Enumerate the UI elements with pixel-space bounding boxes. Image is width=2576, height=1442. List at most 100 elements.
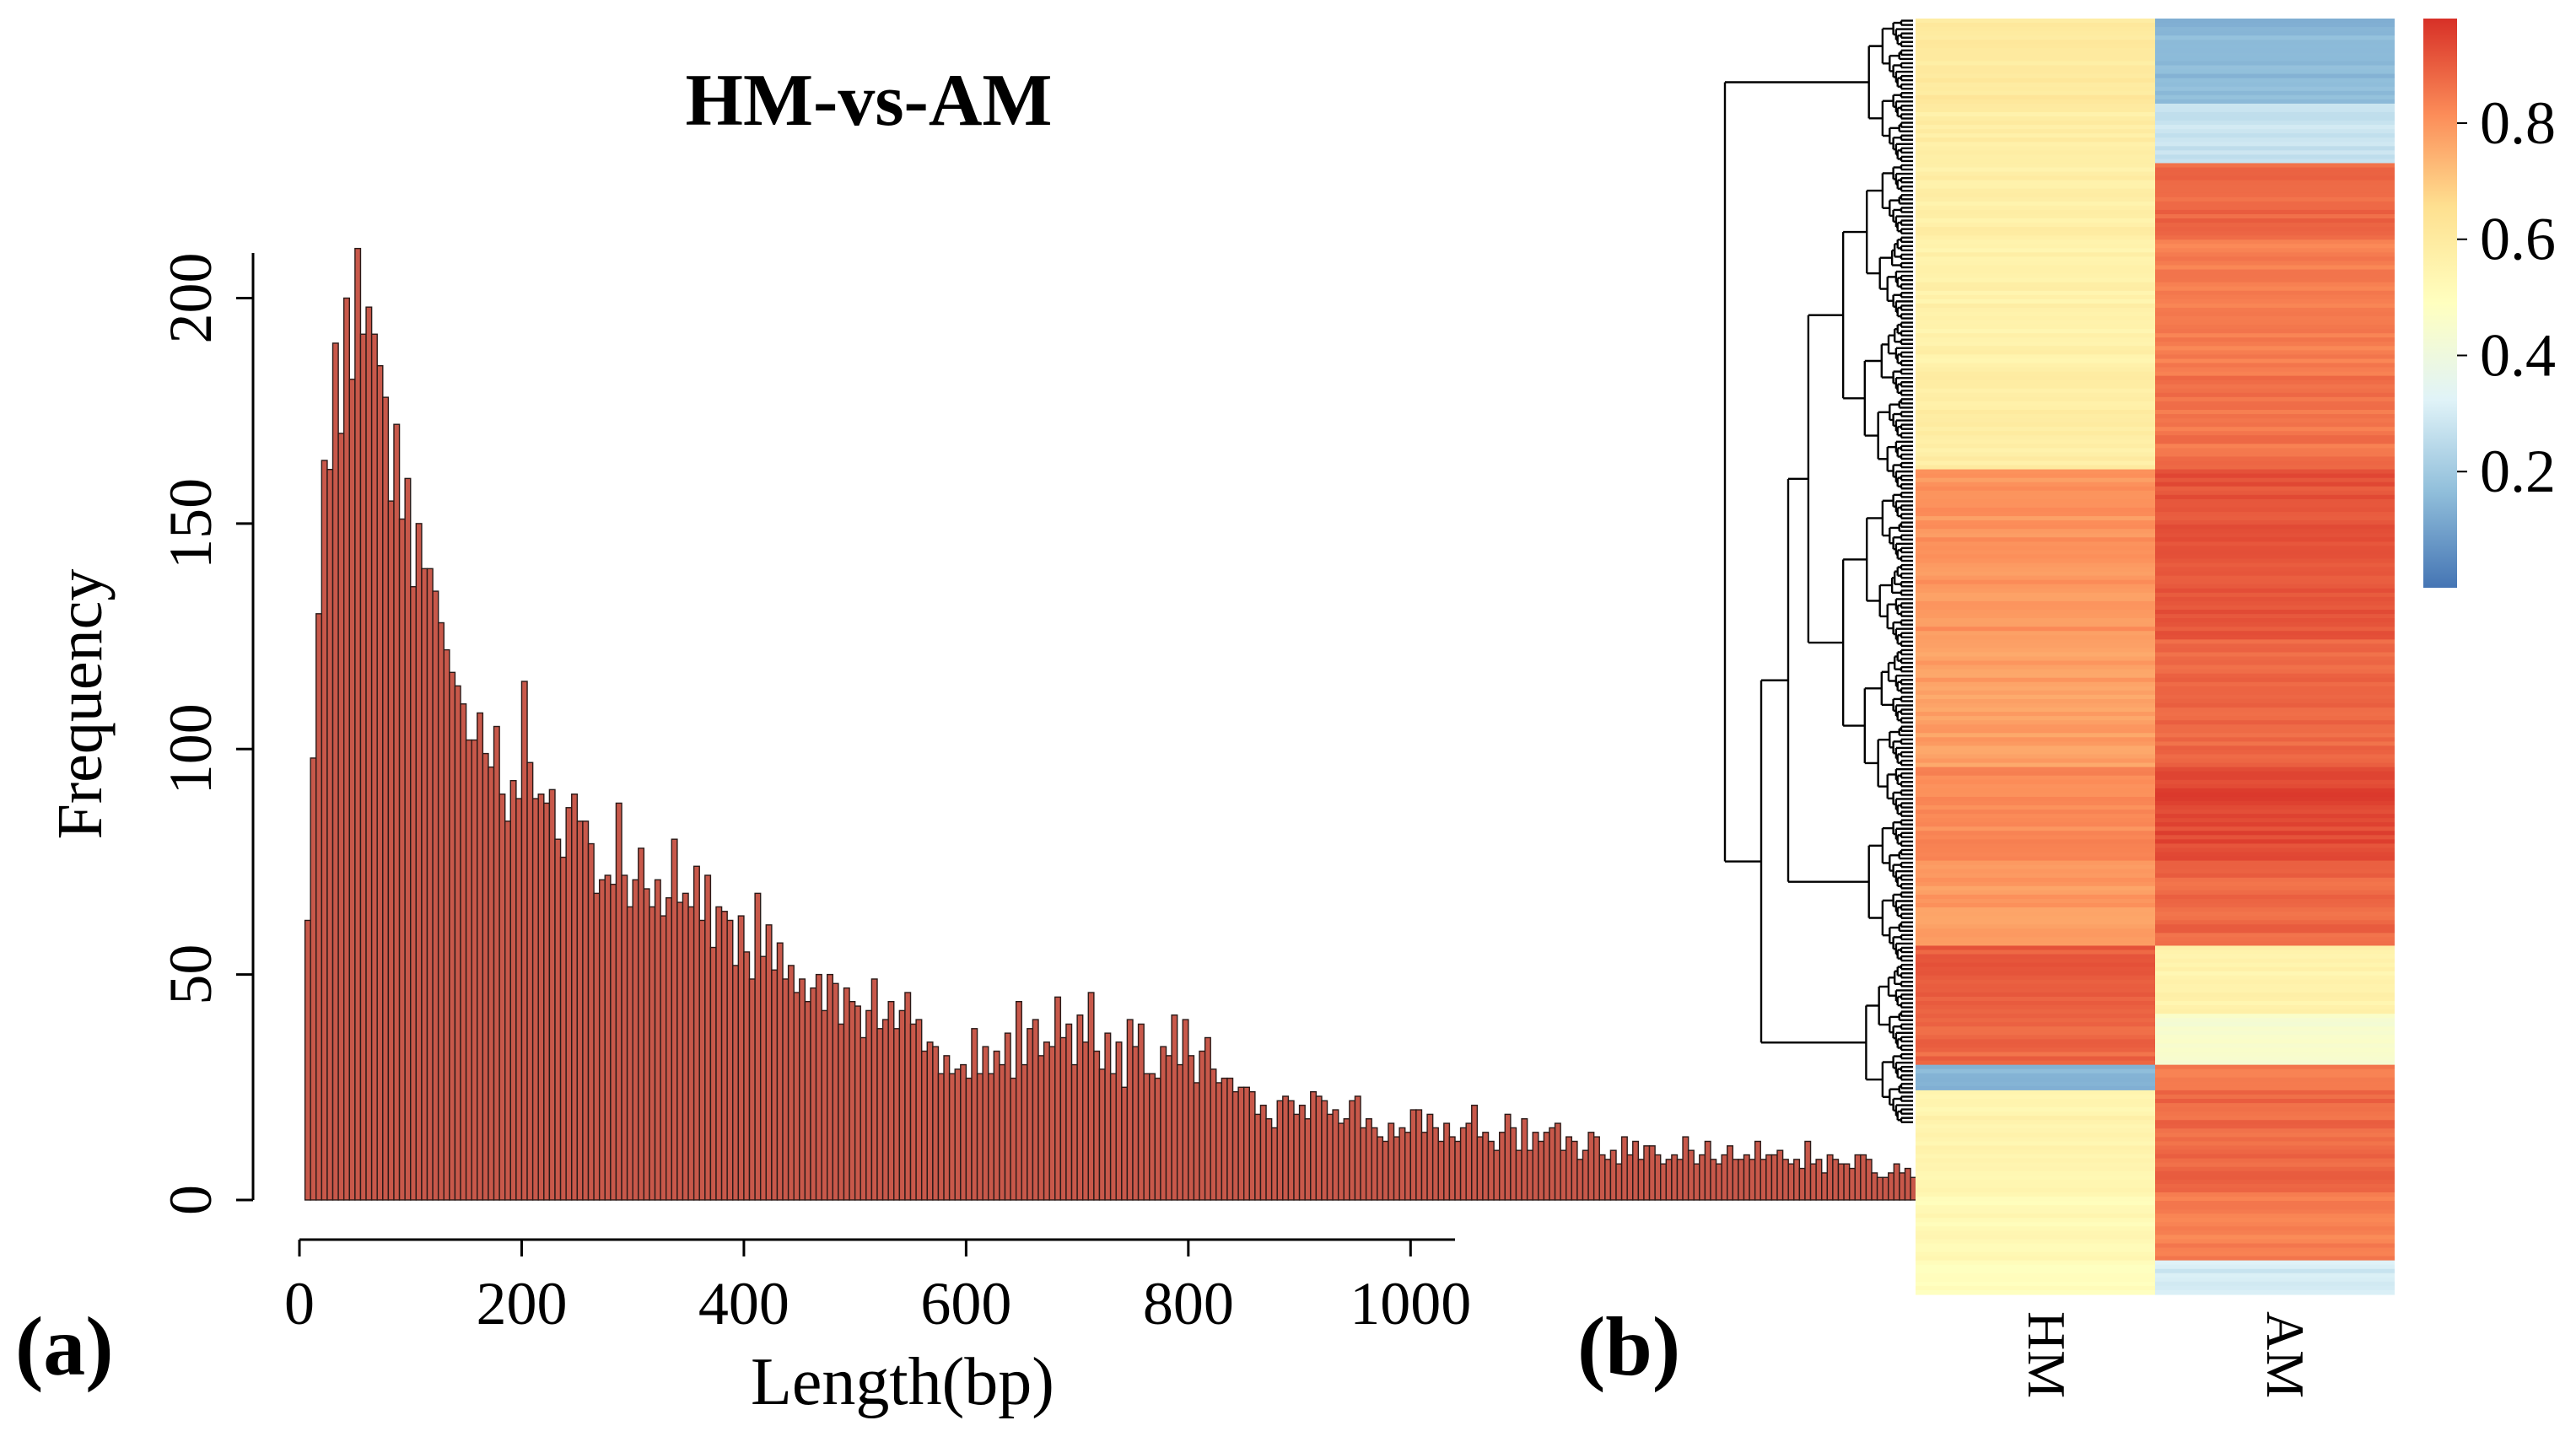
histogram-bar bbox=[1254, 1113, 1262, 1201]
heatmap-cell-hm bbox=[1916, 525, 2155, 530]
x-axis: 0 200 400 600 800 1000 bbox=[284, 1238, 1471, 1337]
heatmap-cell-hm bbox=[1916, 712, 2155, 717]
heatmap-cell-hm bbox=[1916, 996, 2155, 1002]
histogram-bar bbox=[920, 1050, 928, 1201]
heatmap-cell-am bbox=[2155, 329, 2395, 334]
heatmap-cell-hm bbox=[1916, 469, 2155, 475]
histogram-bar bbox=[1354, 1095, 1361, 1201]
heatmap-cell-am bbox=[2155, 567, 2395, 573]
heatmap-cell-am bbox=[2155, 814, 2395, 819]
heatmap-cell-am bbox=[2155, 1235, 2395, 1240]
heatmap-cell-am bbox=[2155, 996, 2395, 1002]
heatmap-cell-hm bbox=[1916, 116, 2155, 121]
histogram-bar bbox=[754, 892, 762, 1201]
heatmap-cell-hm bbox=[1916, 1047, 2155, 1053]
heatmap-cell-am bbox=[2155, 337, 2395, 342]
heatmap-cell-hm bbox=[1916, 329, 2155, 334]
heatmap-cell-am bbox=[2155, 983, 2395, 989]
heatmap-cell-am bbox=[2155, 354, 2395, 360]
heatmap-cell-am bbox=[2155, 1014, 2395, 1019]
heatmap-cell-am bbox=[2155, 248, 2395, 253]
histogram-bar bbox=[1371, 1127, 1378, 1201]
heatmap-cell-hm bbox=[1916, 733, 2155, 738]
histogram-bar bbox=[1415, 1109, 1423, 1201]
heatmap-cell-am bbox=[2155, 469, 2395, 475]
heatmap-cell-hm bbox=[1916, 1077, 2155, 1083]
heatmap-cell-hm bbox=[1916, 708, 2155, 713]
heatmap-cell-am bbox=[2155, 401, 2395, 406]
histogram-bar bbox=[904, 992, 912, 1201]
histogram-bar bbox=[1498, 1132, 1506, 1201]
heatmap-cell-hm bbox=[1916, 1209, 2155, 1214]
heatmap-cell-hm bbox=[1916, 873, 2155, 879]
histogram-bar bbox=[537, 794, 545, 1201]
heatmap-cell-hm bbox=[1916, 788, 2155, 794]
heatmap-cell-am bbox=[2155, 316, 2395, 321]
heatmap-cell-am bbox=[2155, 507, 2395, 513]
heatmap-cell-hm bbox=[1916, 159, 2155, 164]
heatmap-cell-am bbox=[2155, 945, 2395, 951]
heatmap-cell-hm bbox=[1916, 979, 2155, 985]
histogram-bar bbox=[1648, 1145, 1656, 1201]
heatmap-cell-hm bbox=[1916, 537, 2155, 542]
histogram-bar bbox=[854, 1005, 861, 1201]
histogram-bar bbox=[732, 965, 740, 1201]
heatmap-cell-am bbox=[2155, 286, 2395, 292]
heatmap-cell-hm bbox=[1916, 473, 2155, 479]
heatmap-cell-hm bbox=[1916, 1145, 2155, 1151]
histogram-bar bbox=[743, 951, 751, 1201]
x-tick-label: 0 bbox=[284, 1270, 315, 1337]
heatmap-cell-hm bbox=[1916, 1277, 2155, 1283]
histogram-bar bbox=[1243, 1086, 1250, 1201]
heatmap-cell-hm bbox=[1916, 1133, 2155, 1138]
histogram-bar bbox=[1070, 1063, 1078, 1201]
heatmap-cell-am bbox=[2155, 575, 2395, 581]
heatmap-cell-hm bbox=[1916, 1103, 2155, 1108]
histogram-bar bbox=[982, 1046, 989, 1201]
histogram-bar bbox=[454, 685, 461, 1201]
histogram-panel: HM-vs-AM Frequency Length(bp) (a) 0 200 40… bbox=[15, 60, 2106, 1419]
histogram-bar bbox=[1248, 1090, 1256, 1201]
histogram-bar bbox=[548, 788, 556, 1201]
histogram-bar bbox=[1059, 1036, 1067, 1201]
heatmap-cell-am bbox=[2155, 771, 2395, 777]
histogram-bar bbox=[621, 874, 628, 1201]
heatmap-cell-hm bbox=[1916, 444, 2155, 449]
heatmap-cell-am bbox=[2155, 800, 2395, 806]
heatmap-cell-hm bbox=[1916, 465, 2155, 471]
heatmap-cell-hm bbox=[1916, 588, 2155, 594]
histogram-bar bbox=[310, 757, 317, 1201]
heatmap-cell-hm bbox=[1916, 125, 2155, 130]
heatmap-cell-hm bbox=[1916, 175, 2155, 181]
heatmap-cell-hm bbox=[1916, 269, 2155, 275]
heatmap-cell-hm bbox=[1916, 512, 2155, 517]
histogram-bar bbox=[1448, 1136, 1456, 1201]
histogram-bar bbox=[1132, 1046, 1140, 1201]
heatmap-cell-am bbox=[2155, 350, 2395, 356]
heatmap-cell-hm bbox=[1916, 937, 2155, 942]
histogram-bar bbox=[465, 739, 472, 1201]
heatmap-cell-hm bbox=[1916, 567, 2155, 573]
histogram-bar bbox=[1337, 1122, 1345, 1201]
heatmap-cell-am bbox=[2155, 227, 2395, 232]
histogram-bar bbox=[1459, 1127, 1467, 1201]
heatmap-cell-hm bbox=[1916, 1137, 2155, 1143]
heatmap-cell-hm bbox=[1916, 950, 2155, 955]
heatmap-cell-am bbox=[2155, 954, 2395, 960]
heatmap-cell-hm bbox=[1916, 337, 2155, 342]
histogram-bar bbox=[460, 703, 467, 1201]
histogram-bar bbox=[1626, 1154, 1634, 1201]
heatmap-cell-hm bbox=[1916, 546, 2155, 552]
histogram-bar bbox=[649, 906, 656, 1201]
heatmap-cell-am bbox=[2155, 1243, 2395, 1249]
heatmap-cell-hm bbox=[1916, 1285, 2155, 1291]
histogram-bar bbox=[1566, 1136, 1573, 1201]
heatmap-cell-am bbox=[2155, 512, 2395, 517]
heatmap-cell-am bbox=[2155, 1247, 2395, 1253]
heatmap-cell-am bbox=[2155, 1026, 2395, 1031]
histogram-bar bbox=[1171, 1014, 1178, 1201]
histogram-bar bbox=[1888, 1172, 1895, 1201]
heatmap-cell-hm bbox=[1916, 903, 2155, 908]
histogram-bar bbox=[1004, 1032, 1011, 1201]
histogram-bar bbox=[304, 919, 311, 1201]
